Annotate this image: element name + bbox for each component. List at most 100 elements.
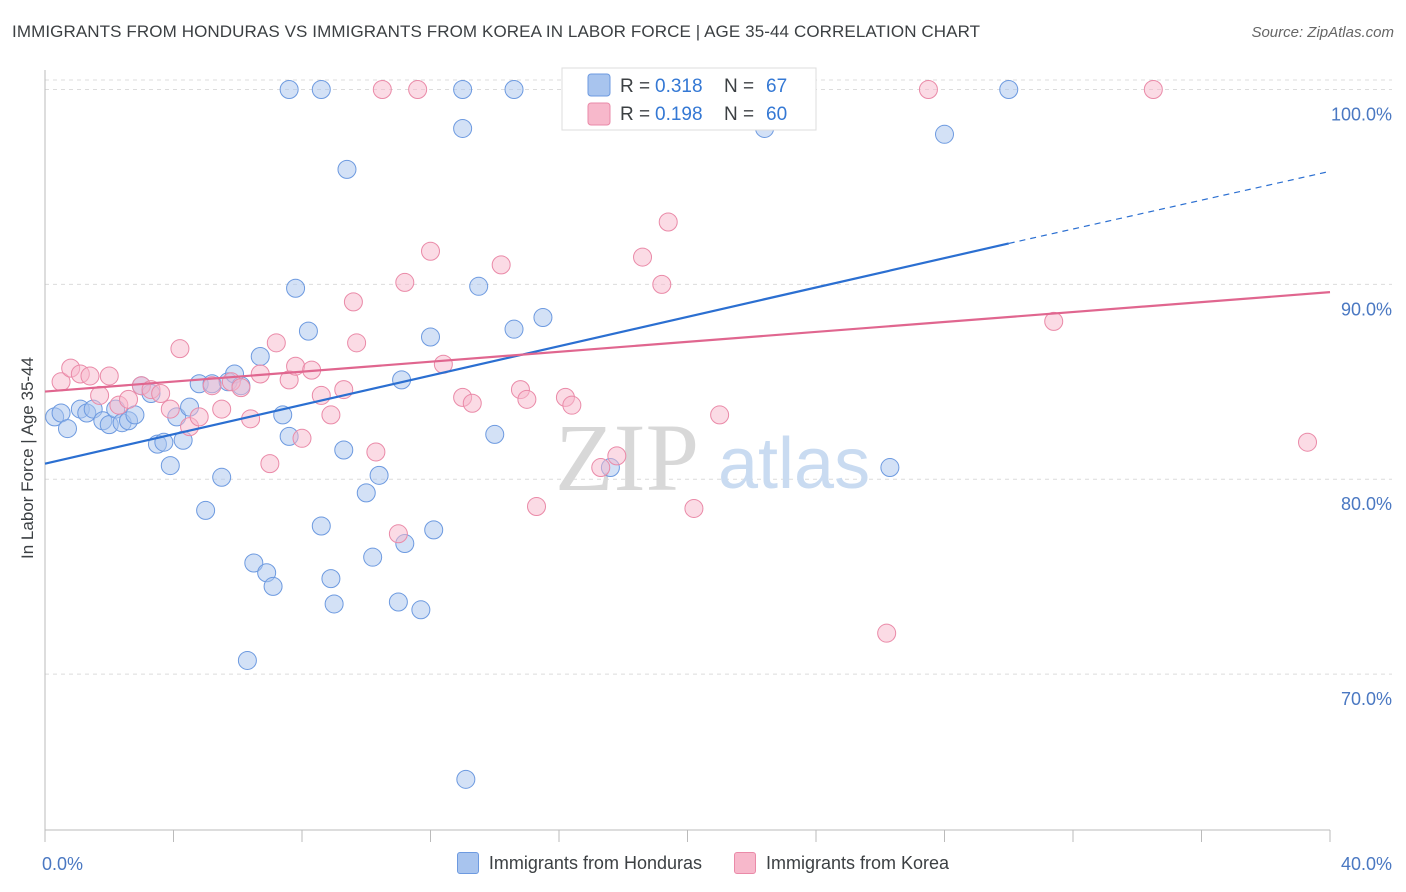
- trend-lines: [44, 170, 1331, 465]
- y-tick-label: 80.0%: [1341, 494, 1392, 514]
- point-honduras: [321, 569, 341, 589]
- point-honduras: [196, 500, 216, 520]
- point-korea: [388, 524, 408, 544]
- point-korea: [918, 79, 938, 99]
- point-honduras: [453, 79, 473, 99]
- point-korea: [562, 395, 582, 415]
- x-tick-label-max: 40.0%: [1341, 854, 1392, 874]
- chart-source: Source: ZipAtlas.com: [1251, 24, 1394, 41]
- watermark: ZIP atlas: [555, 404, 870, 511]
- point-honduras: [453, 118, 473, 138]
- point-korea: [321, 405, 341, 425]
- point-honduras: [424, 520, 444, 540]
- point-korea: [372, 79, 392, 99]
- gridlines: [45, 79, 1392, 675]
- point-korea: [347, 333, 367, 353]
- point-korea: [462, 393, 482, 413]
- legend-box: R = 0.318 N = 67 R = 0.198 N = 60: [561, 67, 817, 131]
- series-korea-points: [51, 79, 1318, 643]
- point-honduras: [311, 516, 331, 536]
- point-honduras: [411, 600, 431, 620]
- legend-n-label-honduras: N =: [724, 76, 754, 97]
- bottom-legend: Immigrants from Honduras Immigrants from…: [0, 852, 1406, 874]
- point-honduras: [456, 769, 476, 789]
- point-honduras: [935, 124, 954, 144]
- point-korea: [684, 498, 704, 518]
- legend-item-korea[interactable]: Immigrants from Korea: [734, 852, 949, 874]
- legend-swatch-korea: [587, 102, 611, 126]
- legend-r-value-korea: 0.198: [655, 104, 703, 125]
- point-honduras: [337, 159, 357, 179]
- point-korea: [90, 385, 110, 405]
- point-honduras: [533, 307, 553, 327]
- point-korea: [408, 79, 428, 99]
- legend-item-honduras[interactable]: Immigrants from Honduras: [456, 852, 702, 874]
- legend-n-value-korea: 60: [766, 104, 787, 125]
- series-honduras-points: [45, 79, 1019, 789]
- trend-line-korea: [44, 291, 1331, 393]
- point-korea: [527, 497, 547, 517]
- y-tick-label: 70.0%: [1341, 689, 1392, 709]
- point-korea: [366, 442, 386, 462]
- point-korea: [491, 255, 511, 275]
- x-tick-label-min: 0.0%: [42, 854, 83, 874]
- trend-line-honduras-extension: [1008, 170, 1331, 245]
- axes: [44, 70, 1331, 842]
- point-honduras: [57, 419, 77, 439]
- chart-title: IMMIGRANTS FROM HONDURAS VS IMMIGRANTS F…: [12, 22, 981, 41]
- point-honduras: [356, 483, 376, 503]
- legend-swatch-honduras: [587, 73, 611, 97]
- point-korea: [591, 458, 611, 478]
- point-korea: [292, 428, 312, 448]
- point-korea: [652, 274, 672, 294]
- watermark-atlas: atlas: [718, 424, 870, 504]
- point-honduras: [388, 592, 408, 612]
- point-korea: [80, 366, 100, 386]
- point-honduras: [237, 650, 257, 670]
- point-honduras: [311, 79, 331, 99]
- y-tick-label: 100.0%: [1331, 104, 1392, 124]
- point-korea: [517, 389, 537, 409]
- point-korea: [395, 272, 415, 292]
- x-tick-labels: 0.0% 40.0%: [42, 854, 1392, 874]
- point-korea: [877, 623, 897, 643]
- point-honduras: [363, 547, 383, 567]
- y-tick-labels: 70.0% 80.0% 90.0% 100.0%: [1331, 104, 1392, 709]
- point-korea: [1298, 432, 1318, 452]
- point-korea: [658, 212, 678, 232]
- point-honduras: [880, 458, 900, 478]
- point-korea: [119, 389, 139, 409]
- point-honduras: [504, 319, 524, 339]
- legend-r-value-honduras: 0.318: [655, 76, 703, 97]
- point-korea: [266, 333, 286, 353]
- point-honduras: [999, 79, 1019, 99]
- point-honduras: [324, 594, 344, 614]
- point-korea: [607, 446, 627, 466]
- point-korea: [99, 366, 119, 386]
- watermark-zip: ZIP: [555, 404, 699, 511]
- point-korea: [189, 407, 209, 427]
- point-honduras: [279, 79, 299, 99]
- legend-label-honduras: Immigrants from Honduras: [488, 852, 702, 873]
- point-honduras: [286, 278, 306, 298]
- legend-label-korea: Immigrants from Korea: [766, 852, 950, 873]
- point-korea: [160, 399, 180, 419]
- point-honduras: [250, 346, 270, 366]
- point-korea: [710, 405, 730, 425]
- point-honduras: [298, 321, 318, 341]
- point-honduras: [160, 456, 180, 476]
- legend-n-label-korea: N =: [724, 104, 754, 125]
- point-honduras: [504, 79, 524, 99]
- point-korea: [421, 241, 440, 261]
- point-korea: [343, 292, 363, 312]
- legend-swatch-honduras-bottom: [456, 852, 479, 874]
- point-korea: [170, 339, 190, 359]
- point-korea: [1143, 79, 1163, 99]
- point-honduras: [485, 424, 505, 444]
- point-korea: [202, 376, 222, 396]
- point-korea: [212, 399, 232, 419]
- point-korea: [633, 247, 653, 267]
- legend-r-label-korea: R =: [620, 104, 650, 125]
- point-honduras: [212, 467, 232, 487]
